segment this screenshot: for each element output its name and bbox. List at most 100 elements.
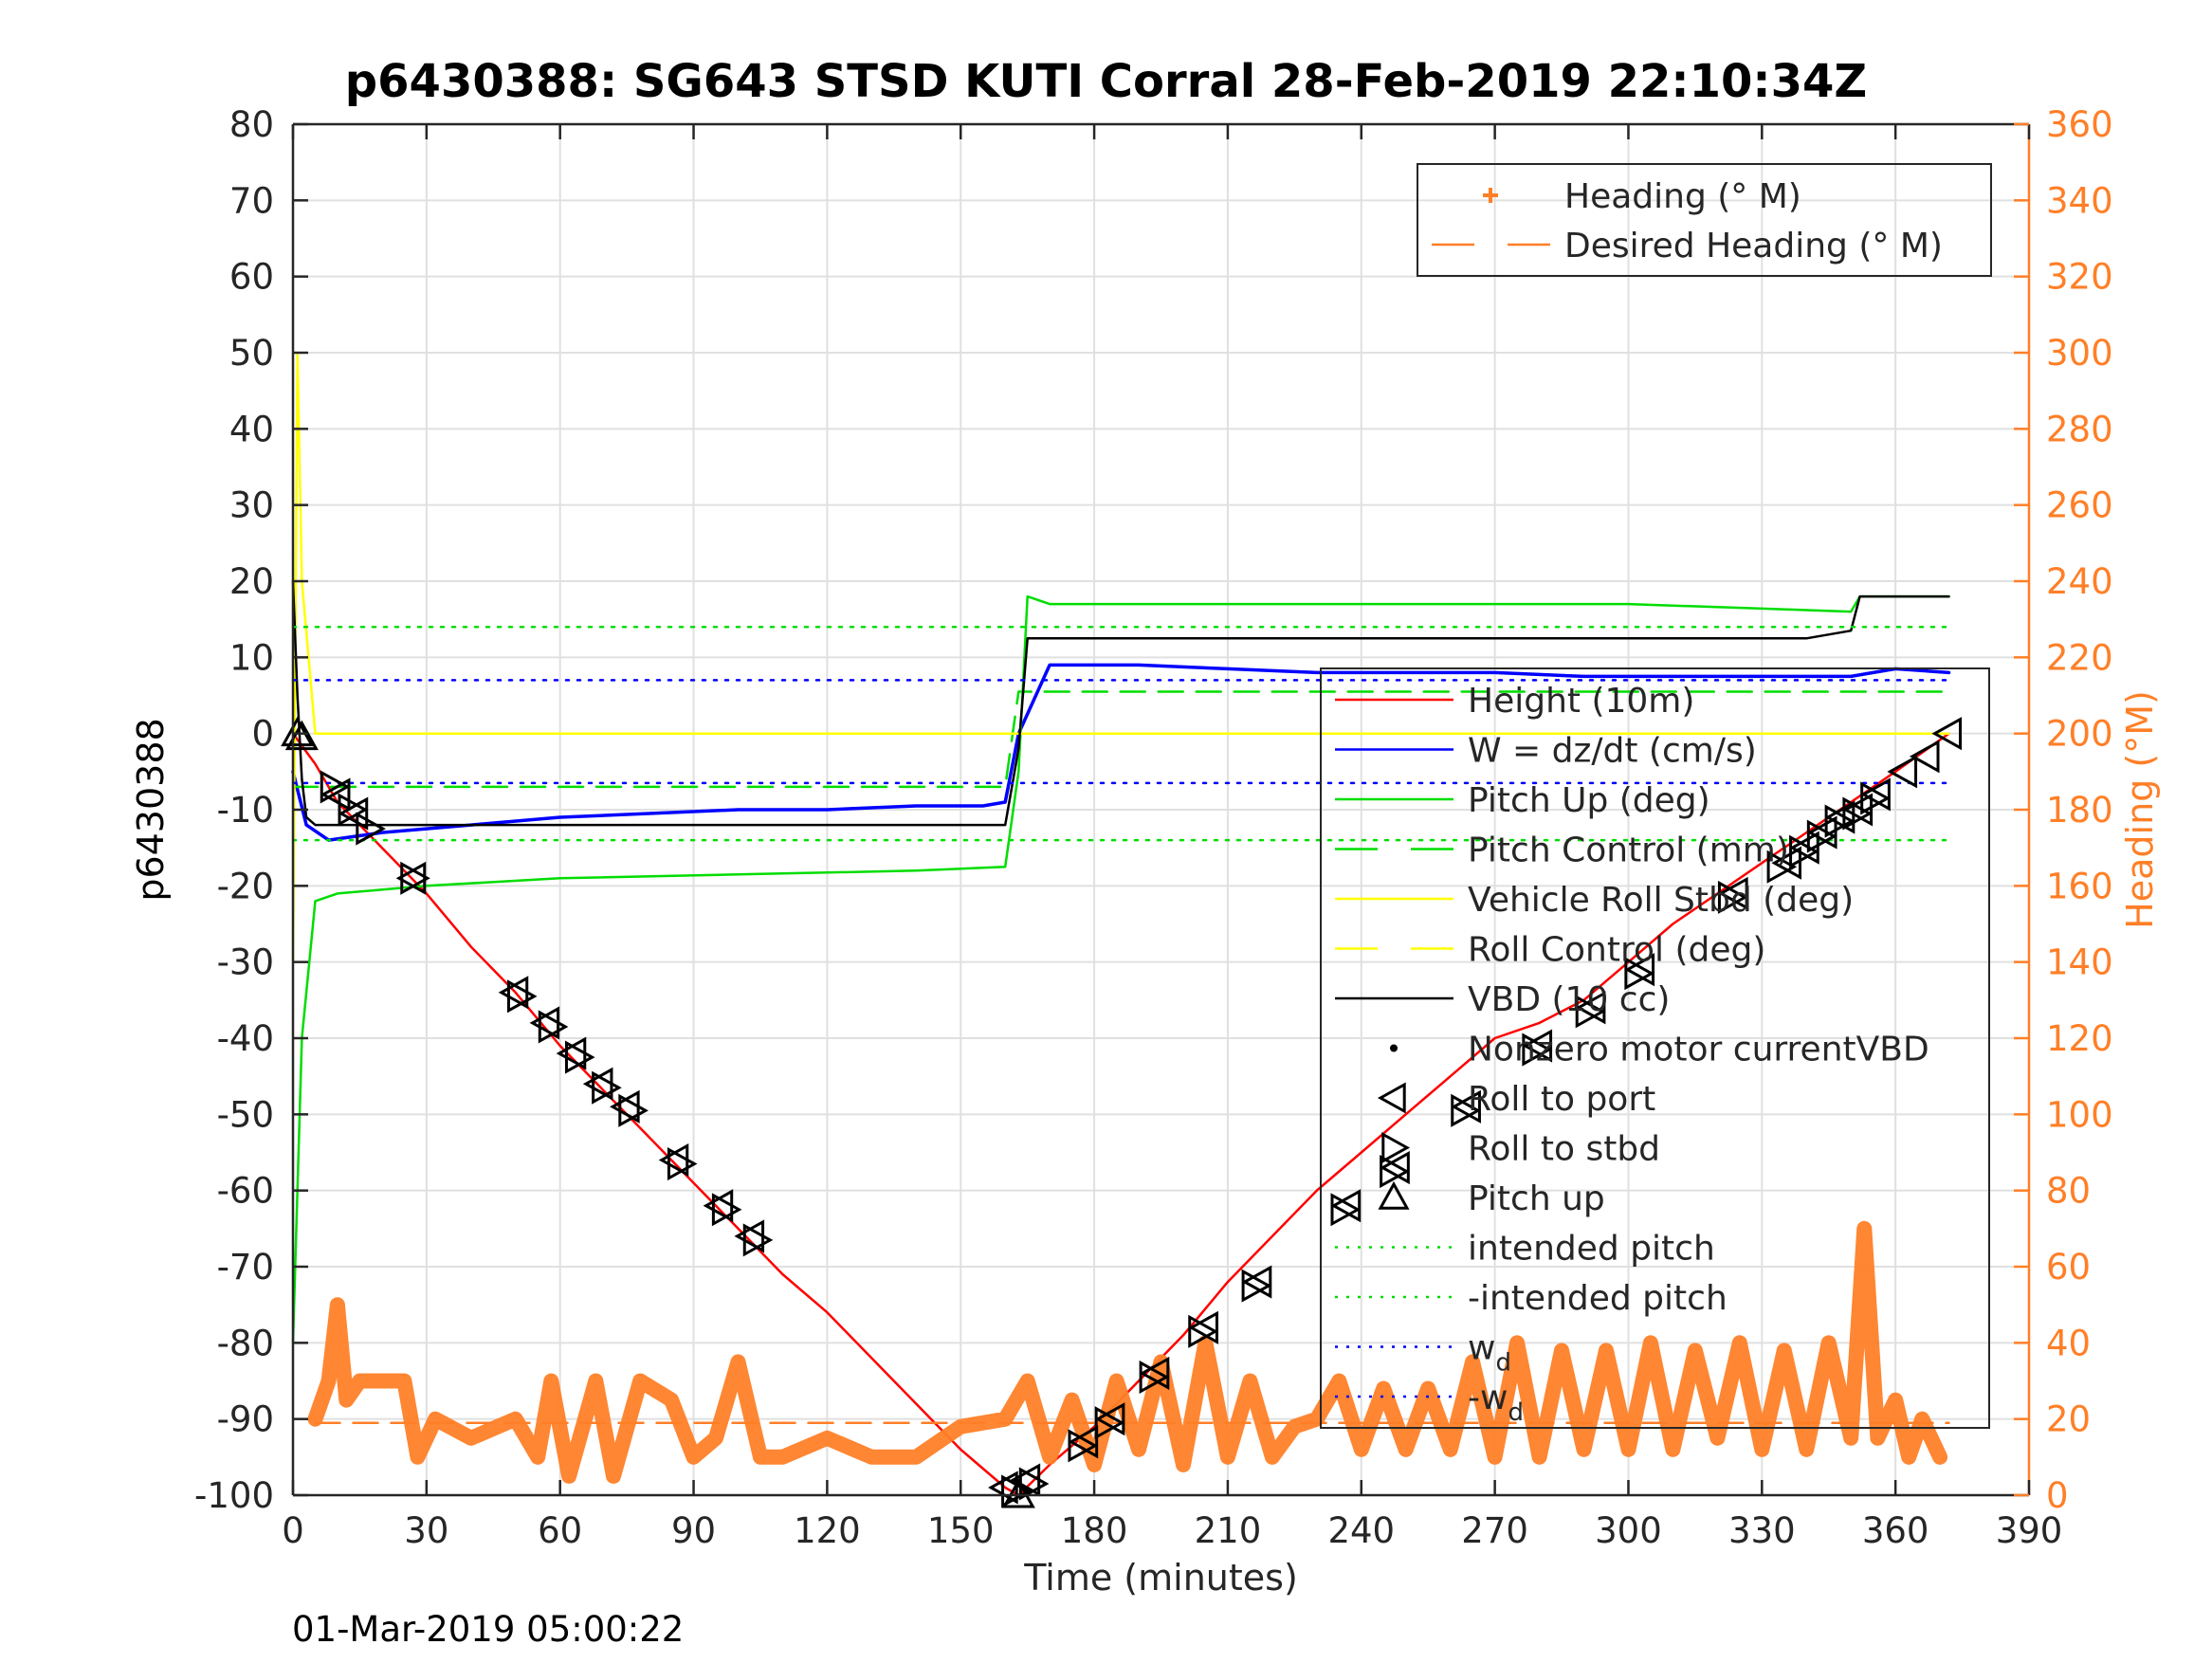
y-tick-label-right: 200 — [2046, 714, 2113, 755]
y-tick-label-right: 260 — [2046, 485, 2113, 526]
marker-pitch-up — [284, 720, 319, 751]
series-line-vbd-10-cc — [291, 579, 1950, 827]
x-tick-label: 90 — [671, 1510, 716, 1551]
marker-roll-to-port — [1451, 1089, 1481, 1124]
x-tick-label: 300 — [1595, 1510, 1662, 1551]
y-tick-label-right: 320 — [2046, 257, 2113, 298]
marker-roll-to-stbd — [618, 1093, 649, 1127]
y-tick-label-left: -30 — [217, 942, 274, 983]
legend-sample — [1378, 1180, 1410, 1210]
y-axis-label-right: Heading (°M) — [2119, 690, 2161, 929]
marker-roll-to-stbd — [742, 1223, 774, 1257]
y-tick-label-right: 140 — [2046, 942, 2113, 983]
y-tick-label-left: 70 — [229, 180, 274, 221]
legend-entry-subscript: d — [1495, 1349, 1511, 1378]
y-tick-label-left: 0 — [251, 714, 274, 755]
marker-roll-to-port — [1789, 831, 1819, 865]
y-tick-label-left: -80 — [217, 1323, 274, 1363]
marker-roll-to-stbd — [1380, 1155, 1410, 1189]
marker-layer — [281, 716, 1962, 1508]
x-tick-label: 360 — [1862, 1510, 1929, 1551]
x-axis-label: Time (minutes) — [1023, 1557, 1298, 1599]
y-tick-label-left: -50 — [217, 1094, 274, 1135]
marker-roll-to-stbd — [1624, 957, 1654, 991]
marker-roll-to-stbd — [356, 812, 386, 846]
marker-roll-to-stbd — [1139, 1360, 1170, 1395]
marker-roll-to-stbd — [564, 1040, 595, 1074]
y-tick-label-right: 20 — [2046, 1399, 2091, 1440]
y-tick-label-left: 60 — [229, 257, 274, 298]
y-tick-label-left: -10 — [217, 790, 274, 831]
legend-lower: Height (10m) W = dz/dt (cm/s) Pitch Up (de… — [1320, 667, 1990, 1429]
marker-roll-to-stbd — [711, 1193, 742, 1227]
legend-upper: Heading (° M) Desired Heading (° M) — [1417, 163, 1992, 277]
legend-entry-label: Pitch Control (mm) — [1468, 832, 1789, 870]
legend-entry-label: Nonzero motor currentVBD — [1468, 1031, 1929, 1069]
x-tick-label: 30 — [404, 1510, 448, 1551]
marker-roll-to-port — [1139, 1356, 1170, 1391]
y-tick-label-left: 10 — [229, 637, 274, 678]
legend-entry-label: Pitch Up (deg) — [1468, 781, 1710, 820]
series-layer — [291, 351, 1951, 1497]
x-tick-label: 240 — [1327, 1510, 1395, 1551]
legend-entry-label: Roll to stbd — [1468, 1130, 1660, 1169]
marker-roll-to-port — [1188, 1310, 1218, 1344]
x-tick-label: 210 — [1195, 1510, 1262, 1551]
marker-roll-to-port — [338, 796, 369, 831]
y-tick-label-left: 40 — [229, 409, 274, 449]
y-axis-label-left: p6430388 — [130, 718, 172, 901]
marker-roll-to-stbd — [338, 793, 369, 827]
legend-entry-label: Pitch up — [1468, 1179, 1605, 1218]
x-tick-label: 330 — [1728, 1510, 1796, 1551]
y-tick-label-left: 30 — [229, 485, 274, 526]
y-tick-label-right: 180 — [2046, 790, 2113, 831]
marker-roll-to-port — [1842, 793, 1874, 827]
marker-roll-to-stbd — [1766, 850, 1798, 884]
marker-roll-to-port — [1718, 876, 1748, 910]
marker-roll-to-stbd — [1842, 796, 1873, 831]
marker-roll-to-port — [1094, 1402, 1125, 1436]
legend-entry-label: Desired Heading (° M) — [1564, 227, 1943, 265]
x-tick-label: 0 — [282, 1510, 304, 1551]
x-tick-label: 180 — [1061, 1510, 1128, 1551]
series-line-heading-m — [307, 1220, 1948, 1484]
y-tick-label-right: 0 — [2046, 1475, 2069, 1516]
marker-roll-to-port — [1522, 1029, 1553, 1063]
footer-timestamp: 01-Mar-2019 05:00:22 — [292, 1609, 685, 1650]
marker-roll-to-stbd — [1094, 1406, 1125, 1440]
marker-roll-to-port — [1241, 1265, 1272, 1299]
marker-roll-to-port — [1330, 1189, 1362, 1223]
marker-pitch-up — [1001, 1477, 1035, 1508]
series-line-pitch-control-mm — [291, 690, 1950, 789]
legend-entry-label: intended pitch — [1468, 1230, 1715, 1269]
legend-entry-label: Roll Control (deg) — [1468, 931, 1765, 970]
marker-roll-to-stbd — [1806, 819, 1837, 853]
marker-roll-to-port — [1806, 815, 1837, 850]
y-tick-label-left: -100 — [194, 1475, 274, 1516]
y-tick-label-right: 340 — [2046, 180, 2113, 221]
y-tick-label-left: -60 — [217, 1171, 274, 1212]
y-tick-label-left: -70 — [217, 1247, 274, 1288]
y-tick-label-right: 300 — [2046, 333, 2113, 374]
y-tick-label-left: -90 — [217, 1399, 274, 1440]
legend-entry-label: VBD (10 cc) — [1468, 980, 1670, 1019]
marker-roll-to-port — [1887, 755, 1918, 789]
legend-box — [1320, 667, 1990, 1429]
marker-roll-to-stbd — [1717, 880, 1748, 914]
y-tick-label-right: 280 — [2046, 409, 2113, 449]
marker-roll-to-stbd — [1789, 834, 1819, 868]
series-line-pitch-up-deg — [291, 594, 1950, 1344]
axes: 0 30 60 90 120 150 180 210 240 270 300 330 360 390-10… — [130, 104, 2161, 1599]
marker-roll-to-stbd — [400, 861, 430, 895]
marker-roll-to-port — [320, 777, 351, 812]
legend-box — [1417, 163, 1992, 277]
marker-roll-to-port — [1824, 800, 1856, 834]
y-tick-label-right: 120 — [2046, 1018, 2113, 1059]
x-tick-label: 270 — [1461, 1510, 1528, 1551]
marker-roll-to-stbd — [1575, 995, 1606, 1029]
y-tick-label-right: 100 — [2046, 1094, 2113, 1135]
y-tick-label-left: 80 — [229, 104, 274, 145]
y-tick-label-left: -40 — [217, 1018, 274, 1059]
marker-roll-to-stbd — [1188, 1314, 1218, 1348]
legend-entry-label: -intended pitch — [1468, 1279, 1728, 1318]
